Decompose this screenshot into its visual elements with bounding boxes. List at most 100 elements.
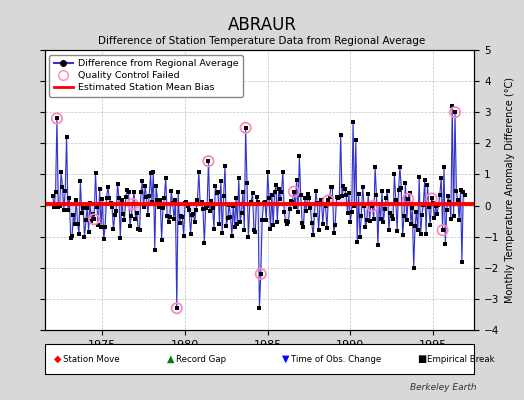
Point <box>84 228 93 235</box>
Point <box>364 191 373 198</box>
Point <box>268 192 276 198</box>
Point <box>54 204 62 210</box>
Point <box>120 217 128 224</box>
Point <box>298 220 307 226</box>
Point <box>287 198 296 204</box>
Point <box>225 202 233 208</box>
Point <box>372 192 380 198</box>
Point <box>259 200 268 206</box>
Point <box>433 211 441 218</box>
Point <box>361 224 369 230</box>
Point <box>360 203 368 209</box>
Point <box>86 200 94 206</box>
Point <box>170 216 178 223</box>
Point <box>53 115 61 122</box>
Point <box>339 183 347 189</box>
Point <box>220 193 228 199</box>
Point <box>78 210 86 216</box>
Point <box>261 198 269 205</box>
Point <box>279 168 287 175</box>
Point <box>376 216 385 223</box>
Point <box>454 197 462 204</box>
Point <box>276 196 284 203</box>
Point <box>266 226 275 232</box>
Point <box>60 206 68 213</box>
Point <box>83 205 91 211</box>
Point <box>64 207 72 214</box>
Point <box>137 189 145 195</box>
Point <box>116 235 125 241</box>
Point <box>87 217 95 224</box>
Point <box>265 195 273 202</box>
Point <box>270 189 279 196</box>
Point <box>302 208 310 214</box>
Point <box>325 194 334 200</box>
Point <box>57 169 66 175</box>
Point <box>435 192 444 198</box>
Point <box>100 236 108 242</box>
Point <box>89 211 97 218</box>
Point <box>368 203 377 210</box>
Point <box>404 196 412 202</box>
Point <box>112 208 121 214</box>
Point <box>135 227 144 234</box>
Point <box>53 115 61 122</box>
Point <box>334 194 342 201</box>
Point <box>185 207 193 213</box>
Point <box>459 189 467 195</box>
Point <box>242 124 250 131</box>
Point <box>401 180 410 187</box>
Point <box>251 228 259 235</box>
Point <box>50 204 58 210</box>
Point <box>98 196 106 202</box>
Point <box>210 226 218 232</box>
Point <box>408 205 417 212</box>
Point <box>227 233 236 239</box>
Point <box>445 199 454 205</box>
Point <box>248 189 257 196</box>
Point <box>187 230 195 237</box>
Point <box>51 188 60 195</box>
Point <box>439 227 447 234</box>
Point <box>328 184 336 191</box>
Point <box>172 305 181 312</box>
Point <box>156 197 165 204</box>
Point <box>378 188 386 194</box>
Point <box>382 194 390 201</box>
Point <box>423 182 432 188</box>
Point <box>143 194 151 200</box>
Point <box>342 192 351 198</box>
Point <box>429 200 437 206</box>
Point <box>209 204 217 211</box>
Point <box>155 204 163 210</box>
Point <box>165 219 173 225</box>
Point <box>411 223 419 230</box>
Point <box>109 226 117 232</box>
Point <box>247 199 255 206</box>
Point <box>305 195 313 202</box>
Point <box>193 196 202 203</box>
Point <box>367 200 375 206</box>
Point <box>196 201 204 207</box>
Text: ▲: ▲ <box>167 354 174 364</box>
Point <box>308 220 316 226</box>
Point <box>68 232 77 239</box>
Point <box>69 212 78 218</box>
Point <box>215 221 224 227</box>
Point <box>345 190 353 196</box>
Point <box>82 217 90 224</box>
Point <box>310 212 319 219</box>
Point <box>106 200 115 206</box>
Point <box>262 217 270 224</box>
Point <box>49 193 57 200</box>
Point <box>134 226 143 233</box>
Point <box>188 212 196 218</box>
Point <box>385 226 393 233</box>
Point <box>275 186 283 192</box>
Point <box>284 219 292 226</box>
Point <box>323 225 331 232</box>
Point <box>456 187 465 194</box>
Point <box>352 137 360 144</box>
Point <box>412 209 421 215</box>
Point <box>321 203 330 209</box>
